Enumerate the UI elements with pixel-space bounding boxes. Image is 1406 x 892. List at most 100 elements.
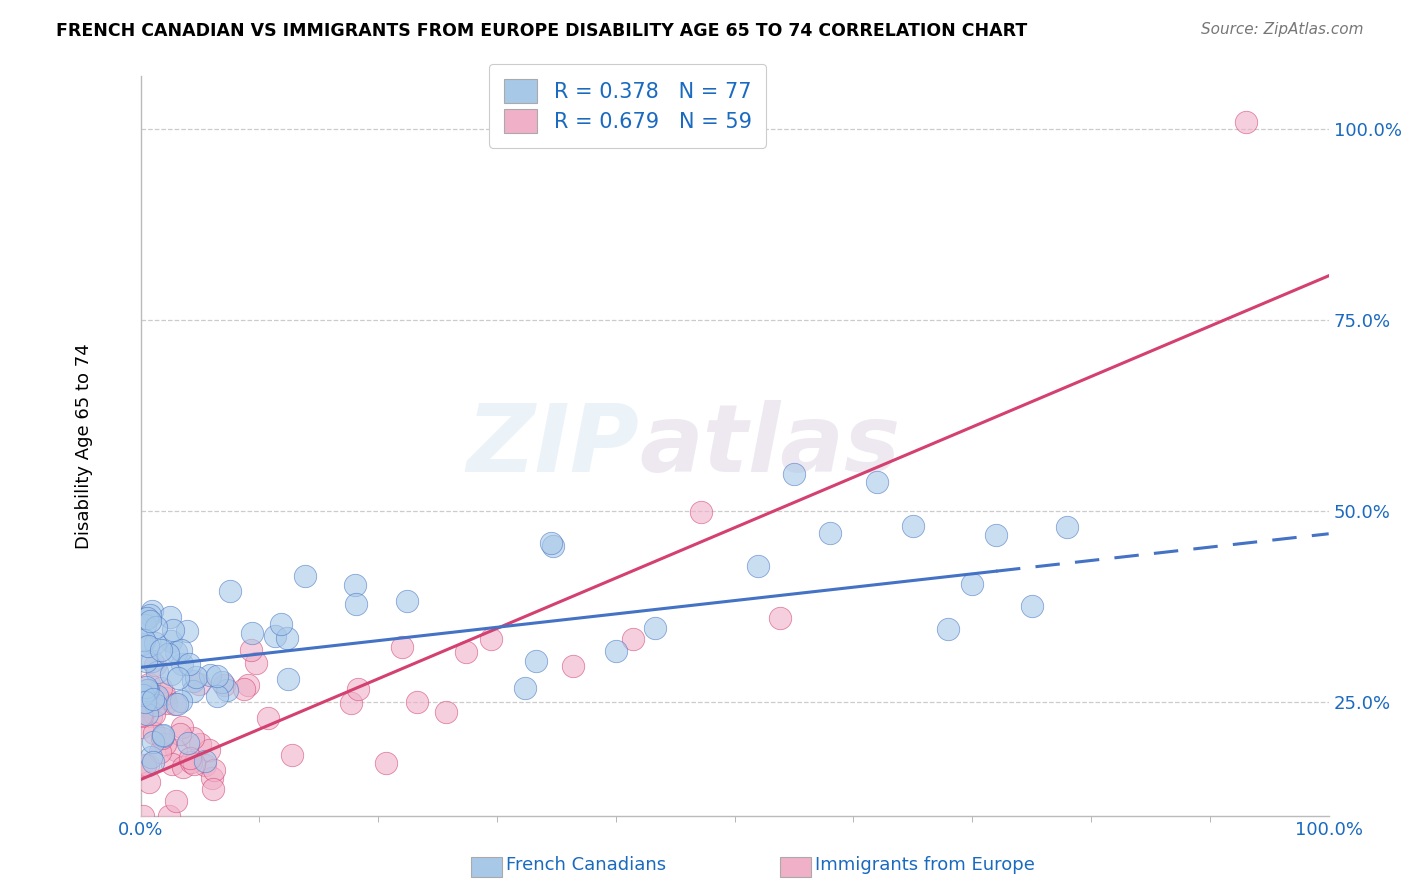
- Point: [205, 668, 228, 682]
- Point: [479, 632, 502, 647]
- Point: [136, 758, 159, 772]
- Point: [211, 675, 233, 690]
- Point: [245, 656, 267, 670]
- Point: [204, 763, 226, 777]
- Point: [138, 615, 160, 629]
- Point: [177, 657, 200, 672]
- Point: [149, 681, 172, 695]
- Legend: R = 0.378   N = 77, R = 0.679   N = 59: R = 0.378 N = 77, R = 0.679 N = 59: [489, 64, 766, 147]
- Point: [176, 624, 198, 638]
- Point: [166, 698, 188, 712]
- Point: [181, 673, 204, 688]
- Point: [294, 569, 316, 583]
- Point: [818, 525, 841, 540]
- Point: [257, 710, 280, 724]
- Point: [170, 657, 193, 672]
- Point: [150, 731, 173, 745]
- Text: French Canadians: French Canadians: [506, 856, 666, 874]
- Point: [139, 608, 162, 623]
- Point: [165, 697, 187, 711]
- Text: Disability Age 65 to 74: Disability Age 65 to 74: [76, 343, 93, 549]
- Point: [218, 583, 240, 598]
- Point: [132, 633, 155, 648]
- Point: [621, 632, 644, 646]
- Point: [346, 681, 368, 696]
- Point: [217, 682, 239, 697]
- Point: [1056, 520, 1078, 534]
- Point: [1021, 599, 1043, 614]
- Point: [340, 696, 363, 710]
- Point: [183, 684, 205, 698]
- Point: [541, 539, 564, 553]
- Point: [134, 758, 156, 772]
- Point: [169, 726, 191, 740]
- Point: [131, 720, 153, 734]
- Point: [605, 644, 627, 658]
- Point: [139, 750, 162, 764]
- Point: [145, 690, 167, 704]
- Point: [212, 678, 235, 692]
- Point: [170, 642, 193, 657]
- Point: [165, 794, 187, 808]
- Point: [170, 720, 193, 734]
- Point: [186, 670, 208, 684]
- Point: [160, 756, 183, 771]
- Point: [263, 629, 285, 643]
- Point: [136, 611, 159, 625]
- Point: [141, 654, 163, 668]
- Point: [270, 617, 292, 632]
- Point: [202, 782, 225, 797]
- Point: [145, 698, 167, 712]
- Point: [134, 617, 156, 632]
- Point: [205, 690, 228, 704]
- Point: [901, 519, 924, 533]
- Point: [135, 682, 157, 697]
- Point: [132, 809, 155, 823]
- Point: [162, 623, 184, 637]
- Point: [181, 731, 204, 745]
- Point: [396, 594, 419, 608]
- Point: [197, 743, 219, 757]
- Point: [157, 809, 180, 823]
- Point: [561, 659, 583, 673]
- Point: [747, 559, 769, 574]
- Point: [165, 645, 187, 659]
- Point: [238, 678, 260, 692]
- Point: [134, 695, 156, 709]
- Point: [135, 680, 157, 694]
- Point: [515, 681, 537, 695]
- Point: [454, 645, 477, 659]
- Point: [866, 475, 889, 489]
- Point: [152, 728, 174, 742]
- Point: [131, 636, 153, 650]
- Point: [177, 736, 200, 750]
- Point: [142, 735, 165, 749]
- Point: [150, 643, 173, 657]
- Point: [644, 621, 666, 635]
- Point: [240, 643, 263, 657]
- Point: [142, 692, 165, 706]
- Point: [343, 578, 366, 592]
- Point: [146, 665, 169, 679]
- Point: [188, 737, 211, 751]
- Point: [276, 631, 298, 645]
- Point: [153, 737, 176, 751]
- Point: [143, 635, 166, 649]
- Text: FRENCH CANADIAN VS IMMIGRANTS FROM EUROPE DISABILITY AGE 65 TO 74 CORRELATION CH: FRENCH CANADIAN VS IMMIGRANTS FROM EUROP…: [56, 22, 1028, 40]
- Point: [194, 757, 217, 772]
- Point: [233, 681, 256, 696]
- Point: [169, 694, 191, 708]
- Point: [194, 754, 217, 768]
- Point: [240, 626, 263, 640]
- Point: [540, 536, 562, 550]
- Point: [160, 633, 183, 648]
- Text: Immigrants from Europe: Immigrants from Europe: [815, 856, 1035, 874]
- Point: [138, 774, 160, 789]
- Point: [281, 748, 304, 763]
- Point: [167, 671, 190, 685]
- Point: [153, 687, 176, 701]
- Point: [172, 759, 194, 773]
- Point: [145, 620, 167, 634]
- Point: [938, 622, 960, 636]
- Point: [136, 707, 159, 722]
